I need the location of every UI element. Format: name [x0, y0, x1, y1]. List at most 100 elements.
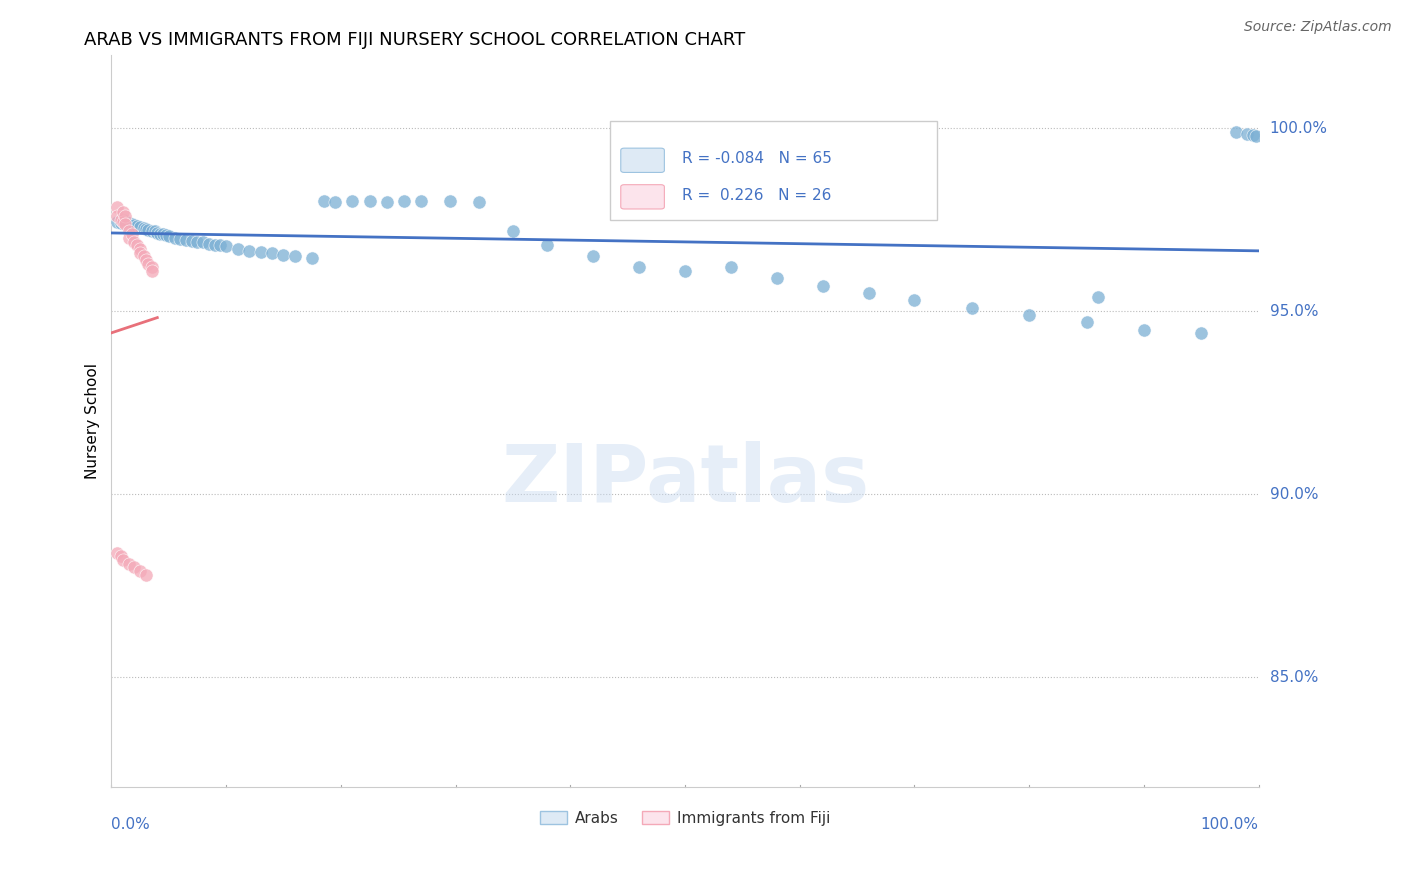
- FancyBboxPatch shape: [610, 121, 938, 219]
- Text: 0.0%: 0.0%: [111, 817, 150, 832]
- Point: [117, 224, 139, 238]
- Point: [136, 257, 159, 271]
- Point: [1076, 315, 1098, 329]
- Point: [124, 235, 146, 249]
- Point: [502, 224, 524, 238]
- FancyBboxPatch shape: [621, 148, 665, 172]
- Legend: Arabs, Immigrants from Fiji: Arabs, Immigrants from Fiji: [534, 805, 837, 832]
- Point: [536, 238, 558, 252]
- Text: ARAB VS IMMIGRANTS FROM FIJI NURSERY SCHOOL CORRELATION CHART: ARAB VS IMMIGRANTS FROM FIJI NURSERY SCH…: [84, 31, 745, 49]
- Text: Source: ZipAtlas.com: Source: ZipAtlas.com: [1244, 20, 1392, 34]
- Point: [129, 245, 152, 260]
- Point: [359, 194, 381, 209]
- Point: [1018, 308, 1040, 322]
- Point: [124, 560, 146, 574]
- Point: [411, 194, 433, 208]
- Point: [1133, 322, 1156, 336]
- Text: 95.0%: 95.0%: [1270, 304, 1319, 318]
- Point: [132, 220, 155, 235]
- Point: [111, 214, 134, 228]
- Point: [392, 194, 415, 209]
- Point: [765, 271, 787, 285]
- Point: [375, 195, 398, 210]
- Point: [301, 251, 323, 265]
- Point: [260, 246, 283, 260]
- Point: [129, 564, 152, 578]
- Point: [204, 237, 226, 252]
- Point: [117, 231, 139, 245]
- Point: [114, 217, 136, 231]
- Point: [209, 238, 232, 252]
- Point: [141, 260, 163, 275]
- Point: [132, 249, 155, 263]
- Point: [1225, 125, 1247, 139]
- Point: [117, 557, 139, 571]
- Point: [141, 224, 163, 238]
- Point: [342, 194, 364, 208]
- Point: [135, 252, 157, 267]
- Text: R =  0.226   N = 26: R = 0.226 N = 26: [682, 187, 831, 202]
- Point: [110, 212, 132, 227]
- Point: [121, 227, 143, 242]
- Point: [129, 242, 152, 256]
- Point: [1087, 290, 1109, 304]
- Text: 100.0%: 100.0%: [1201, 817, 1258, 832]
- Point: [673, 264, 696, 278]
- Point: [114, 213, 136, 227]
- Point: [582, 249, 605, 263]
- Point: [174, 233, 197, 247]
- Point: [249, 244, 271, 259]
- Point: [152, 227, 174, 242]
- Point: [124, 219, 146, 233]
- Point: [111, 212, 134, 227]
- Point: [111, 553, 134, 567]
- Point: [180, 234, 202, 248]
- Point: [226, 242, 249, 256]
- Point: [110, 549, 132, 564]
- Point: [157, 229, 180, 244]
- Point: [960, 301, 983, 315]
- Point: [136, 223, 159, 237]
- Point: [143, 225, 166, 239]
- Point: [1246, 128, 1268, 143]
- Text: ZIPatlas: ZIPatlas: [501, 441, 869, 518]
- Point: [155, 228, 177, 243]
- Point: [467, 195, 489, 210]
- Point: [105, 209, 128, 223]
- Point: [111, 205, 134, 219]
- Point: [121, 217, 143, 231]
- Point: [628, 260, 651, 275]
- Text: 100.0%: 100.0%: [1270, 120, 1327, 136]
- Point: [129, 220, 152, 235]
- Point: [238, 244, 260, 258]
- Point: [105, 546, 128, 560]
- Point: [117, 216, 139, 230]
- Text: R = -0.084   N = 65: R = -0.084 N = 65: [682, 151, 831, 166]
- Text: 85.0%: 85.0%: [1270, 670, 1317, 684]
- Point: [1241, 128, 1264, 142]
- Point: [193, 235, 215, 250]
- Point: [186, 235, 208, 249]
- Point: [1236, 127, 1258, 141]
- Point: [811, 278, 834, 293]
- Point: [273, 247, 295, 261]
- Text: 90.0%: 90.0%: [1270, 487, 1319, 501]
- Point: [163, 231, 186, 245]
- Point: [903, 293, 925, 308]
- Point: [1189, 326, 1212, 341]
- Point: [720, 260, 742, 275]
- Point: [149, 227, 172, 241]
- Point: [141, 264, 163, 278]
- Point: [110, 216, 132, 230]
- Point: [312, 194, 335, 209]
- Point: [146, 226, 169, 240]
- Point: [125, 238, 148, 252]
- Y-axis label: Nursery School: Nursery School: [86, 363, 100, 479]
- Point: [105, 200, 128, 214]
- Point: [198, 236, 221, 251]
- Point: [323, 195, 346, 210]
- Point: [125, 219, 148, 234]
- Point: [135, 567, 157, 582]
- Point: [114, 209, 136, 223]
- Point: [135, 222, 157, 236]
